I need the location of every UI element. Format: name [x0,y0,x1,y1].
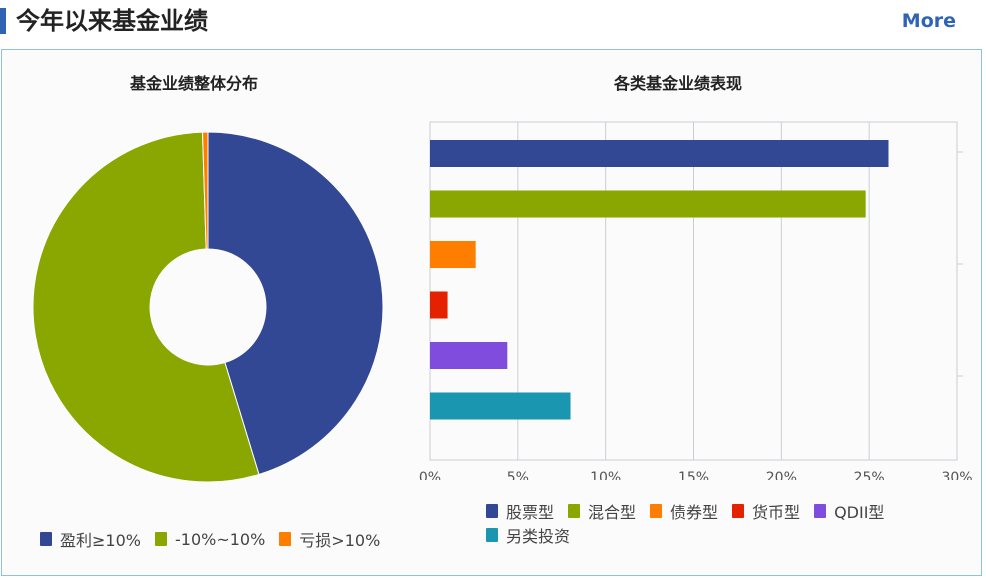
legend-swatch [486,528,498,542]
bar-legend-item[interactable]: QDII型 [814,499,884,523]
pie-chart [32,131,384,483]
bar-1[interactable] [430,190,866,218]
legend-label: -10%~10% [174,529,266,549]
legend-label: 另类投资 [506,527,571,546]
pie-legend-item[interactable]: 亏损>10% [279,527,380,551]
pie-slice-1[interactable] [32,131,260,483]
pie-legend: 盈利≥10% -10%~10% 亏损>10% [40,527,394,551]
more-link[interactable]: More [901,10,956,32]
legend-swatch [650,504,663,518]
x-tick-label: 25% [854,470,885,480]
x-tick-label: 5% [507,470,529,480]
legend-swatch [568,504,581,518]
legend-swatch [40,532,52,546]
pie-legend-item[interactable]: 盈利≥10% [40,527,141,551]
x-tick-label: 30% [941,470,972,480]
bar-3[interactable] [430,291,448,319]
legend-swatch [154,532,167,546]
bar-4[interactable] [430,342,508,369]
bar-legend-item[interactable]: 股票型 [486,499,554,523]
legend-label: 股票型 [506,503,555,522]
legend-label: QDII型 [834,503,885,522]
section-header: 今年以来基金业绩 More [0,0,986,44]
bar-legend: 股票型 混合型 债券型 货币型 QDII型另类投资 [486,499,956,547]
pie-chart-title: 基金业绩整体分布 [130,74,259,93]
legend-label: 混合型 [588,503,637,522]
pie-slice-2[interactable] [201,131,209,250]
x-tick-label: 15% [678,470,709,480]
bar-0[interactable] [430,140,889,167]
bar-chart: 0% 5% 10% 15% 20% 25% 30% [419,121,973,480]
bar-legend-item[interactable]: 货币型 [732,499,800,523]
legend-swatch [279,532,292,546]
bar-5[interactable] [430,392,571,420]
bar-legend-item[interactable]: 债券型 [650,499,718,523]
charts-panel: 基金业绩整体分布 盈利≥10% -10%~10% 亏损>10% 各类基金业绩表现 0… [1,49,982,576]
legend-label: 亏损>10% [299,531,381,550]
bar-legend-item[interactable]: 混合型 [568,499,636,523]
legend-swatch [814,504,827,518]
bar-legend-item[interactable]: 另类投资 [486,523,570,547]
legend-label: 盈利≥10% [60,531,141,550]
title-accent-bar [0,8,6,34]
section-title: 今年以来基金业绩 [16,7,208,35]
legend-label: 债券型 [670,503,719,522]
x-tick-label: 10% [590,470,621,480]
bar-chart-title: 各类基金业绩表现 [614,74,743,93]
x-tick-label: 20% [766,470,797,480]
legend-label: 货币型 [752,503,801,522]
pie-slice-0[interactable] [207,131,384,476]
legend-swatch [732,504,745,518]
legend-swatch [486,504,498,518]
bar-2[interactable] [430,241,476,268]
pie-legend-item[interactable]: -10%~10% [154,527,266,551]
x-tick-label: 0% [419,470,441,480]
